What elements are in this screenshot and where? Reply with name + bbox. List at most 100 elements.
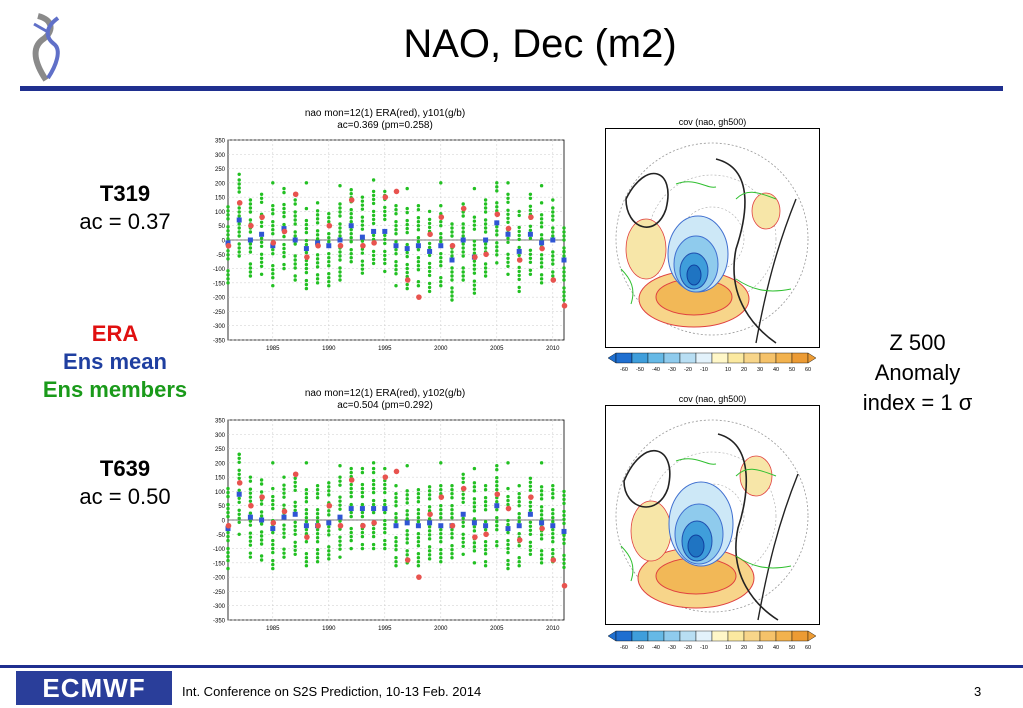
ens-member-point — [293, 548, 297, 552]
ens-member-point — [271, 220, 275, 224]
era-point — [382, 474, 389, 480]
ens-member-point — [237, 190, 241, 194]
ens-member-point — [405, 226, 409, 231]
ens-member-point — [461, 516, 465, 520]
ens-member-point — [383, 482, 387, 487]
ens-member-point — [248, 499, 253, 503]
ens-member-point — [304, 564, 309, 568]
ens-member-point — [416, 264, 421, 268]
ens-mean-point — [505, 526, 511, 532]
ens-member-point — [405, 537, 409, 541]
y-tick-label: 300 — [215, 433, 226, 439]
ens-member-point — [293, 524, 297, 528]
ens-member-point — [562, 278, 566, 282]
ens-member-point — [551, 540, 555, 544]
ens-member-point — [450, 226, 454, 230]
ens-member-point — [528, 236, 533, 240]
ens-member-point — [248, 274, 253, 278]
ens-member-point — [472, 501, 477, 505]
ens-member-point — [562, 517, 566, 522]
ens-member-point — [483, 500, 488, 504]
ens-mean-point — [225, 240, 231, 246]
ens-member-point — [282, 555, 286, 559]
ens-member-point — [282, 234, 286, 239]
ens-member-point — [506, 538, 510, 543]
ens-member-point — [495, 189, 499, 193]
ens-member-point — [248, 250, 253, 254]
ens-member-point — [315, 496, 320, 500]
ens-member-point — [405, 270, 409, 275]
ens-member-point — [461, 274, 465, 278]
ens-member-point — [371, 253, 376, 258]
y-tick-label: -300 — [213, 324, 226, 330]
ens-member-point — [349, 486, 353, 491]
ens-member-point — [439, 560, 443, 564]
ens-member-point — [226, 249, 230, 253]
ens-member-point — [551, 508, 555, 512]
ens-member-point — [405, 533, 409, 537]
ens-member-point — [539, 253, 544, 257]
ens-member-point — [517, 556, 521, 560]
ens-member-point — [427, 221, 432, 226]
colorbar-tick-label: -40 — [652, 367, 660, 373]
ens-member-point — [483, 548, 488, 552]
ens-member-point — [237, 246, 241, 250]
ens-member-point — [371, 490, 376, 495]
ens-member-point — [416, 564, 421, 568]
ens-member-point — [248, 218, 253, 222]
ens-member-point — [349, 546, 353, 551]
ens-mean-point — [348, 506, 354, 512]
era-point — [236, 480, 243, 486]
colorbar-tick-label: 50 — [789, 367, 795, 373]
ens-member-point — [506, 272, 510, 276]
ens-mean-point — [348, 223, 354, 229]
ens-member-point — [450, 512, 454, 516]
ens-member-point — [304, 520, 309, 524]
ens-member-point — [360, 207, 365, 211]
ens-member-point — [271, 224, 275, 228]
colorbar-swatch — [695, 352, 713, 364]
y-tick-label: 200 — [215, 181, 226, 187]
ens-member-point — [562, 238, 566, 242]
ens-member-point — [271, 212, 275, 216]
ens-member-point — [439, 236, 443, 240]
ens-member-point — [517, 229, 521, 234]
ens-member-point — [371, 197, 376, 202]
ens-member-point — [293, 198, 297, 202]
ens-member-point — [416, 228, 421, 232]
ens-member-point — [237, 242, 241, 246]
ens-member-point — [371, 486, 376, 491]
era-point — [427, 231, 433, 238]
ens-member-point — [506, 461, 510, 465]
ens-member-point — [472, 279, 477, 283]
ens-member-point — [495, 181, 499, 185]
ens-member-point — [304, 181, 309, 185]
era-point — [270, 240, 277, 246]
ens-member-point — [271, 502, 275, 507]
ens-member-point — [439, 240, 443, 244]
ens-member-point — [517, 532, 521, 536]
ens-member-point — [304, 238, 309, 243]
ens-member-point — [237, 206, 241, 210]
ens-member-point — [495, 225, 499, 229]
ens-member-point — [394, 252, 398, 256]
ens-member-point — [237, 182, 241, 186]
ens-member-point — [226, 506, 230, 511]
era-point — [337, 242, 344, 249]
ens-member-point — [383, 237, 387, 242]
ens-member-point — [237, 516, 241, 520]
ens-member-point — [472, 291, 477, 295]
colorbar-tick-label: 50 — [789, 645, 795, 651]
ens-member-point — [483, 488, 488, 492]
era-point — [348, 477, 355, 483]
ens-member-point — [248, 262, 253, 266]
ens-member-point — [528, 532, 533, 536]
ens-mean-point — [236, 217, 242, 223]
x-tick-label: 1990 — [322, 346, 336, 352]
ens-member-point — [293, 266, 297, 270]
ens-member-point — [293, 504, 297, 508]
era-point — [281, 508, 288, 515]
ens-member-point — [226, 229, 230, 233]
ens-member-point — [495, 488, 499, 492]
ens-member-point — [349, 534, 353, 539]
